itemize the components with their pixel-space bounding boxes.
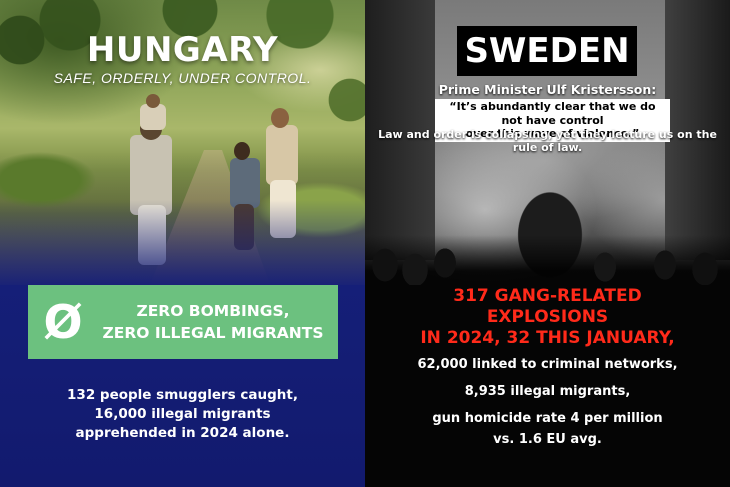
boy-figure xyxy=(230,158,260,208)
hungary-stat-1: 132 people smugglers caught, xyxy=(67,387,298,403)
child-on-shoulders xyxy=(140,104,166,130)
sweden-title: SWEDEN xyxy=(464,31,630,71)
red-line-2: EXPLOSIONS xyxy=(486,307,609,327)
family-walking-photo xyxy=(0,0,365,285)
mother-head xyxy=(271,108,289,128)
sweden-stats: 62,000 linked to criminal networks, 8,93… xyxy=(365,356,730,452)
red-line-3: IN 2024, 32 THIS JANUARY, xyxy=(420,328,675,348)
zero-symbol-icon: Ø xyxy=(43,295,83,349)
hungary-panel: HUNGARY SAFE, ORDERLY, UNDER CONTROL. Ø … xyxy=(0,0,365,487)
building-right xyxy=(665,0,730,260)
child-head xyxy=(146,94,160,108)
sweden-panel: SWEDEN Prime Minister Ulf Kristersson: “… xyxy=(365,0,730,487)
hungary-stats: 132 people smugglers caught, 16,000 ille… xyxy=(0,386,365,443)
pm-quote: “It’s abundantly clear that we do not ha… xyxy=(435,99,670,142)
sweden-stat-4: vs. 1.6 EU avg. xyxy=(493,432,602,447)
zero-bombings-box: Ø ZERO BOMBINGS, ZERO ILLEGAL MIGRANTS xyxy=(28,285,338,359)
pm-label: Prime Minister Ulf Kristersson: xyxy=(438,82,657,97)
mother-figure xyxy=(266,125,298,185)
sweden-stat-1: 62,000 linked to criminal networks, xyxy=(417,357,678,372)
sweden-stat-3: gun homicide rate 4 per million xyxy=(432,411,663,426)
explosions-headline: 317 GANG-RELATED EXPLOSIONS IN 2024, 32 … xyxy=(365,286,730,349)
zero-bombings-text: ZERO BOMBINGS, ZERO ILLEGAL MIGRANTS xyxy=(98,300,338,344)
sweden-stat-2: 8,935 illegal migrants, xyxy=(464,384,631,399)
photo-fade xyxy=(0,200,365,290)
sweden-title-box: SWEDEN xyxy=(457,26,637,76)
hungary-subtitle: SAFE, ORDERLY, UNDER CONTROL. xyxy=(53,70,312,86)
red-line-1: 317 GANG-RELATED xyxy=(453,286,642,306)
box-line-2: ZERO ILLEGAL MIGRANTS xyxy=(102,324,324,342)
hungary-title: HUNGARY xyxy=(86,30,279,70)
dark-background xyxy=(365,285,730,487)
box-line-1: ZERO BOMBINGS, xyxy=(136,302,290,320)
boy-head xyxy=(234,142,250,160)
building-left xyxy=(365,0,435,260)
hungary-stat-3: apprehended in 2024 alone. xyxy=(75,425,290,441)
hungary-stat-2: 16,000 illegal migrants xyxy=(94,406,271,422)
law-and-order-line: Law and order is collapsing, yet they le… xyxy=(378,128,717,154)
quote-line-1: “It’s abundantly clear that we do not ha… xyxy=(449,100,656,127)
quote-line-2: over this wave of violence.” xyxy=(465,127,640,140)
trees xyxy=(0,0,365,140)
